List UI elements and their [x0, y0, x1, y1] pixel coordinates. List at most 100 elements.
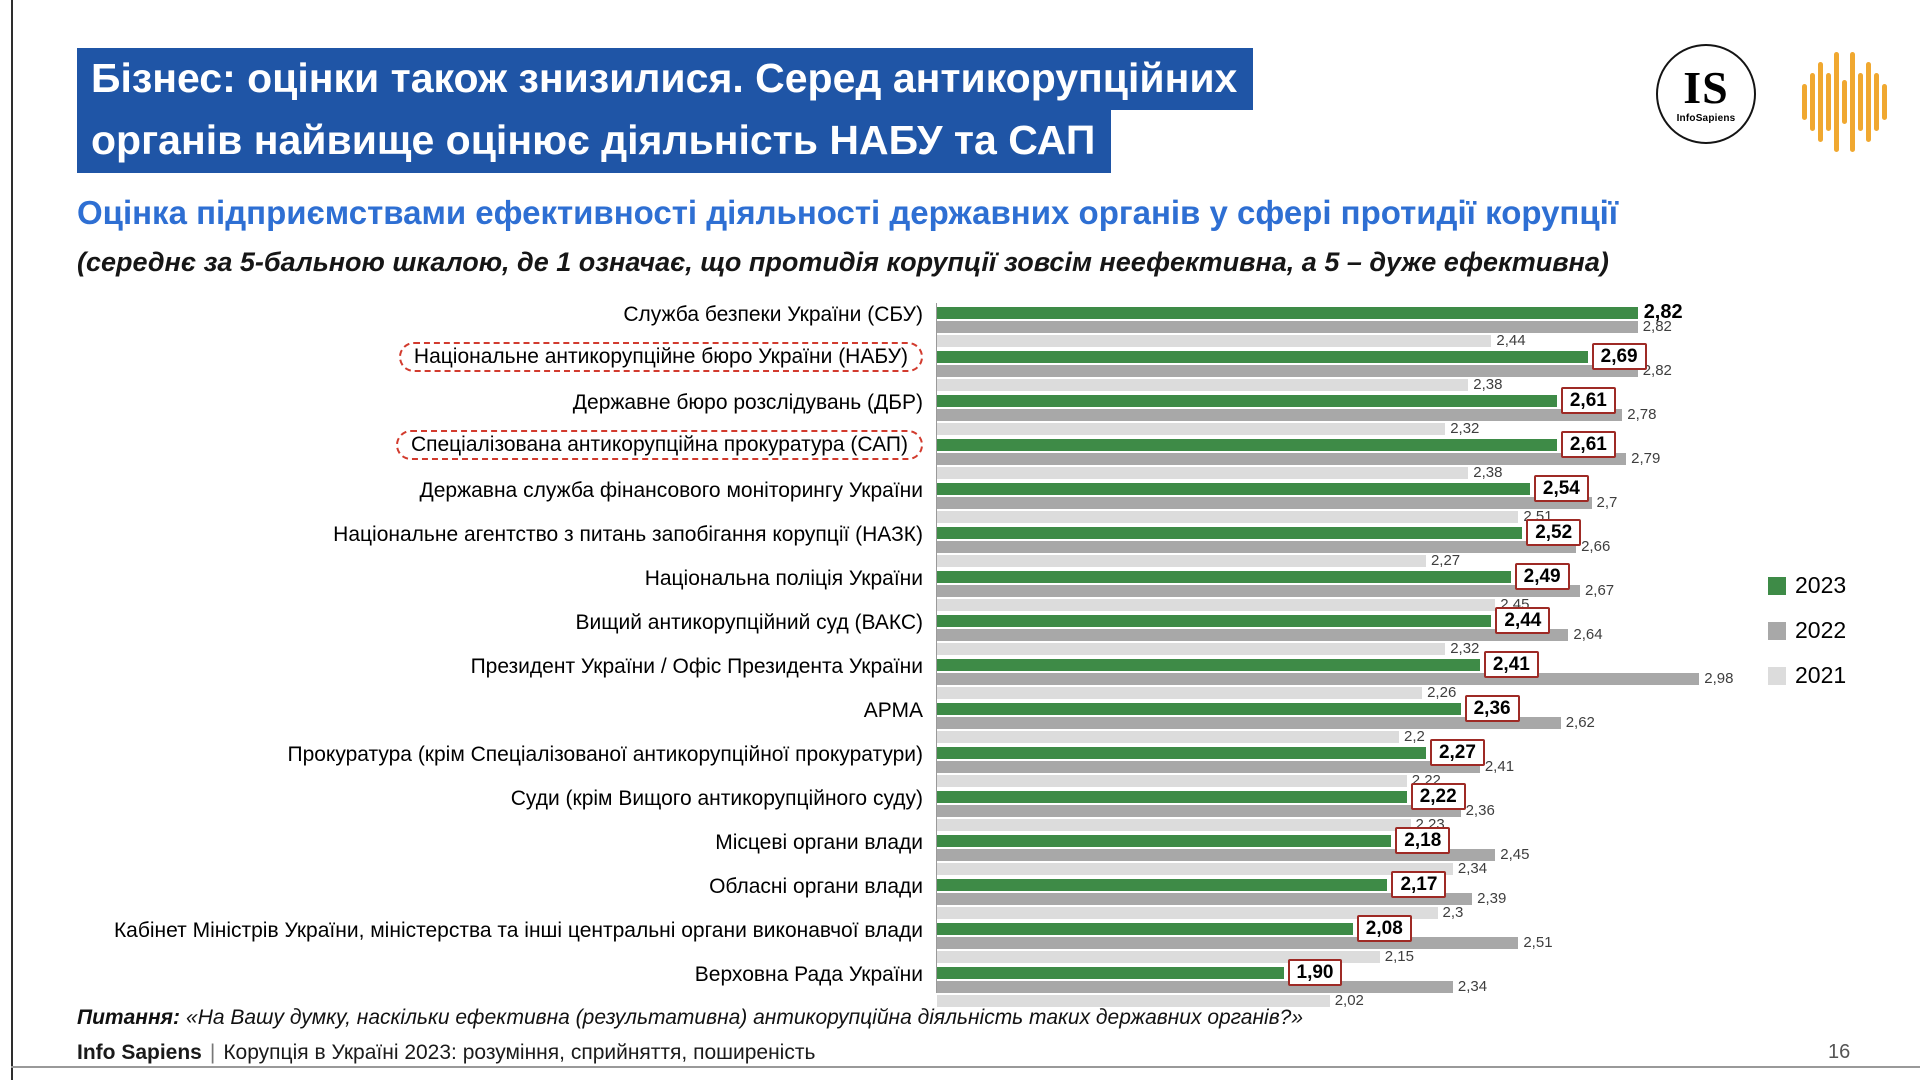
- category-label: Суди (крім Вищого антикорупційного суду): [510, 787, 923, 810]
- bar-2022: [937, 540, 1577, 553]
- chart-row: Місцеві органи влади 2,18 2,45 2,34: [10, 827, 1910, 877]
- value-label-2023: 2,27: [1429, 739, 1485, 766]
- value-label-2023: 2,52: [1526, 519, 1582, 546]
- bar-2022: [937, 672, 1700, 685]
- chart-row: Вищий антикорупційний суд (ВАКС) 2,44 2,64…: [10, 607, 1910, 657]
- chart-row: Кабінет Міністрів України, міністерства …: [10, 915, 1910, 965]
- bar-2021: [937, 598, 1496, 611]
- value-label-2021: 2,32: [1450, 420, 1480, 437]
- value-label-2023: 2,44: [1495, 607, 1551, 634]
- legend-label: 2022: [1795, 617, 1847, 643]
- bar-2023: [937, 570, 1511, 583]
- bar-2021: [937, 906, 1438, 919]
- bar-2023: [937, 966, 1284, 979]
- footer-brand: Info Sapiens: [77, 1041, 202, 1064]
- bar-2022: [937, 804, 1461, 817]
- chart-scale-note: (середнє за 5-бальною шкалою, де 1 означ…: [77, 247, 1609, 277]
- value-label-2021: 2,15: [1384, 948, 1414, 965]
- category-label: Національне агентство з питань запобіган…: [333, 523, 923, 546]
- question-label: Питання:: [77, 1006, 181, 1029]
- value-label-2023: 2,61: [1560, 387, 1616, 414]
- category-label: Державна служба фінансового моніторингу …: [419, 479, 924, 502]
- category-label: Служба безпеки України (СБУ): [623, 303, 923, 326]
- category-label: Вищий антикорупційний суд (ВАКС): [575, 611, 923, 634]
- value-label-2022: 2,79: [1631, 450, 1661, 467]
- bar-2022: [937, 320, 1638, 333]
- bar-2022: [937, 364, 1638, 377]
- legend-label: 2023: [1795, 572, 1847, 598]
- bar-2023: [937, 482, 1530, 495]
- slide-left-border: [11, 0, 13, 1080]
- category-label: Прокуратура (крім Спеціалізованої антико…: [287, 743, 923, 766]
- chart-legend: 2023 2022 2021: [1768, 572, 1846, 707]
- category-label: Обласні органи влади: [709, 875, 923, 898]
- legend-swatch: [1768, 666, 1786, 685]
- chart-row: Державна служба фінансового моніторингу …: [10, 475, 1910, 525]
- bar-2022: [937, 936, 1519, 949]
- bar-2021: [937, 510, 1519, 523]
- bar-2023: [937, 746, 1426, 759]
- bar-2022: [937, 760, 1480, 773]
- value-label-2022: 2,51: [1523, 934, 1553, 951]
- category-label: Місцеві органи влади: [715, 831, 923, 854]
- value-label-2021: 2,26: [1427, 684, 1457, 701]
- chart-row: Національне антикорупційне бюро України …: [10, 342, 1910, 393]
- value-label-2022: 2,7: [1596, 494, 1618, 511]
- value-label-2023: 2,08: [1356, 915, 1412, 942]
- footer-separator: |: [209, 1041, 216, 1064]
- chart-row: Суди (крім Вищого антикорупційного суду)…: [10, 783, 1910, 833]
- category-label: Національна поліція України: [644, 567, 923, 590]
- bar-2023: [937, 702, 1461, 715]
- bar-2023: [937, 394, 1557, 407]
- value-label-2022: 2,82: [1642, 362, 1672, 379]
- value-label-2021: 2,32: [1450, 640, 1480, 657]
- bar-2023: [937, 350, 1588, 363]
- bar-2021: [937, 818, 1411, 831]
- value-label-2021: 2,27: [1430, 552, 1461, 569]
- value-label-2022: 2,78: [1627, 406, 1657, 423]
- bar-2021: [937, 686, 1423, 699]
- bar-2021: [937, 862, 1453, 875]
- value-label-2021: 2,44: [1496, 332, 1526, 349]
- legend-swatch: [1768, 621, 1786, 640]
- chart-row: Прокуратура (крім Спеціалізованої антико…: [10, 739, 1910, 789]
- value-label-2023: 2,17: [1391, 871, 1447, 898]
- bar-2021: [937, 378, 1469, 391]
- value-label-2022: 2,64: [1573, 626, 1603, 643]
- legend-item: 2022: [1768, 617, 1846, 644]
- value-label-2022: 2,67: [1584, 582, 1615, 599]
- legend-swatch: [1768, 576, 1786, 595]
- value-label-2021: 2,38: [1473, 376, 1503, 393]
- value-label-2023: 1,90: [1287, 959, 1343, 986]
- bar-2022: [937, 496, 1592, 509]
- bar-2023: [937, 614, 1492, 627]
- value-label-2021: 2,34: [1457, 860, 1488, 877]
- bar-2023: [937, 306, 1638, 319]
- chart-row: Служба безпеки України (СБУ) 2,82 2,82 2,44: [10, 301, 1910, 349]
- legend-item: 2021: [1768, 662, 1846, 689]
- bar-2022: [937, 452, 1627, 465]
- value-label-2023: 2,82: [1643, 301, 1683, 323]
- bar-2022: [937, 628, 1569, 641]
- category-label: Державне бюро розслідувань (ДБР): [572, 391, 923, 414]
- value-label-2021: 2,38: [1473, 464, 1503, 481]
- value-label-2022: 2,34: [1457, 978, 1488, 995]
- category-label: АРМА: [863, 699, 923, 722]
- value-label-2022: 2,62: [1565, 714, 1595, 731]
- value-label-2022: 2,45: [1500, 846, 1530, 863]
- category-label-highlighted: Спеціалізована антикорупційна прокуратур…: [395, 430, 923, 460]
- value-label-2022: 2,39: [1477, 890, 1507, 907]
- category-label: Президент України / Офіс Президента Укра…: [470, 655, 923, 678]
- bar-2022: [937, 716, 1561, 729]
- question-text: «На Вашу думку, наскільки ефективна (рез…: [186, 1006, 1304, 1029]
- bar-2021: [937, 994, 1330, 1007]
- value-label-2023: 2,49: [1514, 563, 1570, 590]
- infosapiens-logo: IS InfoSapiens: [1656, 44, 1756, 144]
- chart-row: Спеціалізована антикорупційна прокуратур…: [10, 430, 1910, 481]
- chart-row: Національна поліція України 2,49 2,67 2,45: [10, 563, 1910, 613]
- chart-row: Верховна Рада України 1,90 2,34 2,02: [10, 959, 1910, 1009]
- value-label-2021: 2,02: [1334, 992, 1364, 1009]
- value-label-2022: 2,66: [1581, 538, 1611, 555]
- category-label: Кабінет Міністрів України, міністерства …: [113, 919, 923, 942]
